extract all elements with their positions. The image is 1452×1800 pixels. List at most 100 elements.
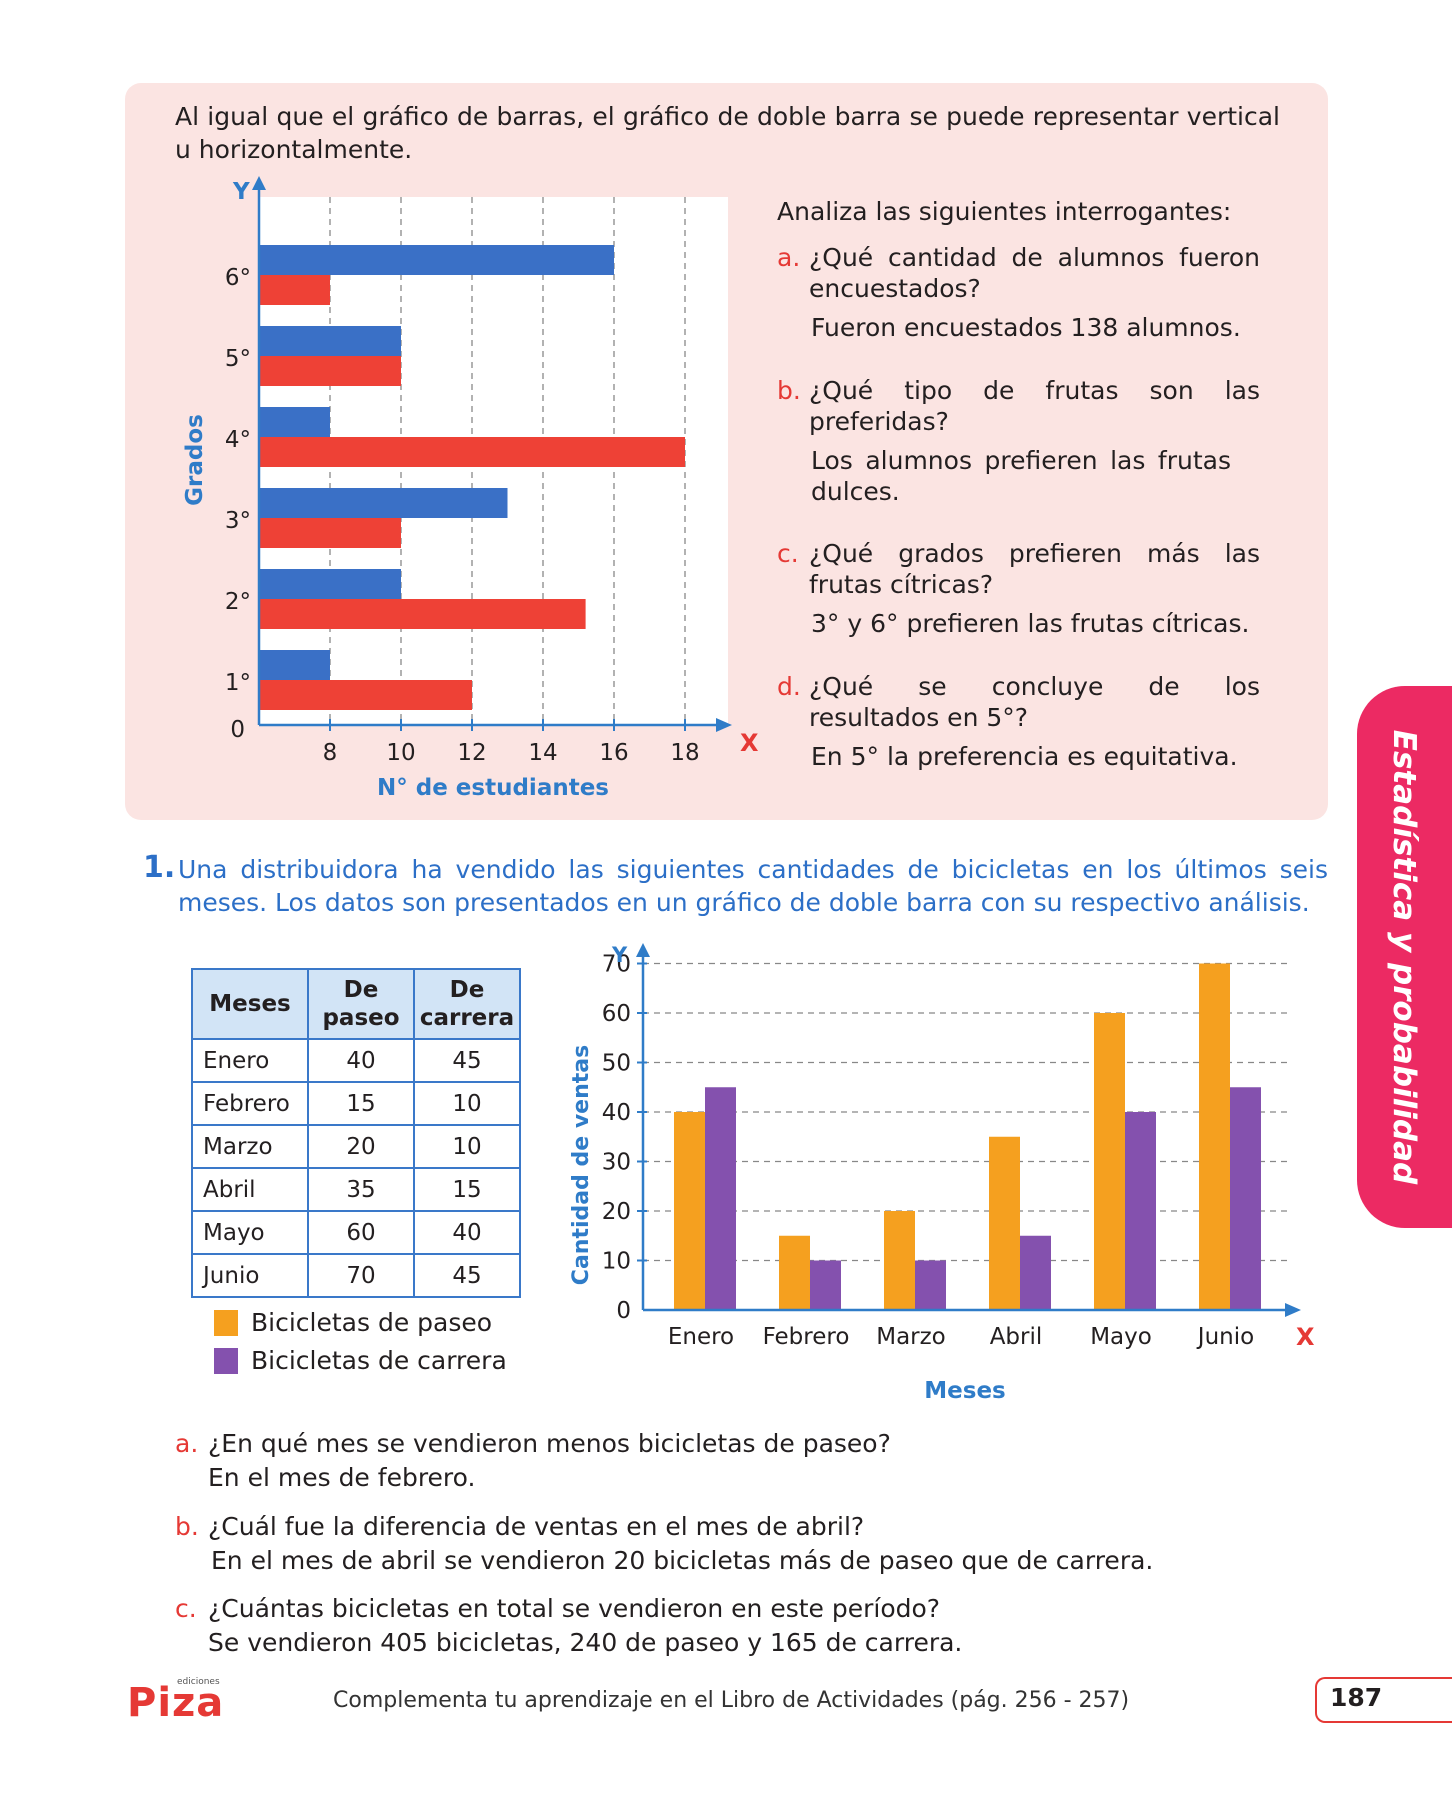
exercise-number: 1.: [143, 850, 176, 885]
y-tick-label: 40: [602, 1100, 631, 1126]
x-tick-label: 16: [599, 740, 628, 766]
y-axis-arrow: [636, 943, 650, 957]
category-label: 4°: [225, 427, 251, 453]
table-cell: Febrero: [191, 1081, 309, 1126]
analysis-question: ¿En qué mes se vendieron menos bicicleta…: [208, 1429, 891, 1458]
table-cell: 60: [307, 1210, 415, 1255]
y-axis-label: Cantidad de ventas: [569, 1045, 594, 1285]
horizontal-bar-chart: 1° 2° 3° 4° 5° 6° 8 10 12 14 16 18 0 Y X N° de estudian…: [182, 176, 759, 801]
category-label: 6°: [225, 265, 251, 291]
table-row: Marzo 20 10: [191, 1124, 521, 1169]
table-cell: Marzo: [191, 1124, 309, 1169]
origin-label: 0: [230, 717, 245, 743]
bar: [674, 1112, 705, 1310]
table-row: Enero 40 45: [191, 1038, 521, 1083]
table-cell: Junio: [191, 1253, 309, 1298]
analysis-letter: b.: [175, 1512, 199, 1541]
analysis-question: ¿Cuántas bicicletas en total se vendiero…: [208, 1594, 941, 1623]
question-b: b. ¿Qué tipo de frutas son las preferidas…: [777, 375, 1260, 507]
question-c: c. ¿Qué grados prefieren más las frutas c…: [777, 538, 1260, 639]
bar: [884, 1211, 915, 1310]
bar: [1094, 1013, 1125, 1310]
x-axis-label: N° de estudiantes: [377, 775, 609, 801]
analysis-a: a. ¿En qué mes se vendieron menos bicicle…: [175, 1427, 1325, 1495]
bar: [1230, 1087, 1261, 1310]
x-tick-label: 18: [670, 740, 699, 766]
bar: [259, 437, 685, 467]
x-axis-letter: X: [740, 729, 759, 757]
legend-label: Bicicletas de paseo: [251, 1308, 493, 1337]
table-header: De carrera: [413, 968, 521, 1040]
analysis-b: b. ¿Cuál fue la diferencia de ventas en e…: [175, 1510, 1325, 1578]
bar: [259, 680, 472, 710]
question-line: resultados en 5°?: [809, 703, 1029, 732]
analysis-answer: En el mes de febrero.: [208, 1463, 476, 1492]
bar: [1199, 963, 1230, 1310]
table-cell: Mayo: [191, 1210, 309, 1255]
question-letter: b.: [777, 376, 801, 405]
question-answer: 3° y 6° prefieren las frutas cítricas.: [811, 609, 1250, 638]
question-line: frutas cítricas?: [809, 570, 994, 599]
bar: [259, 356, 401, 386]
footer-text: Complementa tu aprendizaje en el Libro d…: [333, 1688, 1130, 1713]
page-number: 187: [1330, 1683, 1383, 1712]
question-line: ¿Qué tipo de frutas son las: [809, 376, 1260, 405]
side-tab-label: Estadística y probabilidad: [1386, 729, 1422, 1185]
table-header: Meses: [191, 968, 309, 1040]
y-axis-label: Grados: [182, 414, 208, 506]
analysis-letter: a.: [175, 1429, 199, 1458]
y-tick-label: 60: [602, 1001, 631, 1027]
table-cell: Enero: [191, 1038, 309, 1083]
sales-table: Meses De paseo De carrera Enero 40 45 Febr…: [191, 968, 521, 1298]
bar: [259, 245, 614, 275]
category-label: Mayo: [1090, 1324, 1152, 1350]
question-letter: a.: [777, 243, 801, 272]
legend-item-carrera: Bicicletas de carrera: [214, 1346, 507, 1375]
publisher-logo-sub: ediciones: [177, 1677, 220, 1687]
table-row: Junio 70 45: [191, 1253, 521, 1298]
analysis-question: ¿Cuál fue la diferencia de ventas en el …: [208, 1512, 865, 1541]
y-axis-letter: Y: [232, 179, 250, 205]
category-label: 1°: [225, 670, 251, 696]
question-answer: Fueron encuestados 138 alumnos.: [811, 313, 1241, 342]
analysis-answer: Se vendieron 405 bicicletas, 240 de pase…: [208, 1628, 963, 1657]
y-tick-label: 70: [602, 952, 631, 978]
question-line: encuestados?: [809, 274, 981, 303]
bar: [259, 599, 586, 629]
legend-swatch: [214, 1347, 238, 1374]
legend-swatch: [214, 1309, 238, 1336]
analysis-answer: En el mes de abril se vendieron 20 bicic…: [211, 1546, 1154, 1575]
y-tick-label: 30: [602, 1150, 631, 1176]
question-line: ¿Qué se concluye de los: [809, 672, 1260, 701]
questions-title: Analiza las siguientes interrogantes:: [777, 197, 1232, 226]
category-label: 5°: [225, 346, 251, 372]
y-axis-arrow: [252, 176, 266, 190]
legend-item-paseo: Bicicletas de paseo: [214, 1308, 492, 1337]
bar: [259, 407, 330, 437]
table-cell: 20: [307, 1124, 415, 1169]
question-a: a. ¿Qué cantidad de alumnos fueron encues…: [777, 242, 1260, 343]
analysis-c: c. ¿Cuántas bicicletas en total se vendie…: [175, 1592, 1325, 1660]
category-label: Febrero: [763, 1324, 850, 1350]
x-tick-label: 8: [323, 740, 338, 766]
bar: [810, 1260, 841, 1310]
intro-text: Al igual que el gráfico de barras, el gr…: [175, 102, 1280, 164]
page-number-box: [1315, 1677, 1452, 1723]
table-cell: 70: [307, 1253, 415, 1298]
bar: [259, 326, 401, 356]
category-label: Enero: [668, 1324, 734, 1350]
table-cell: 45: [413, 1038, 521, 1083]
category-label: 3°: [225, 508, 251, 534]
x-tick-label: 12: [457, 740, 486, 766]
question-line: ¿Qué grados prefieren más las: [809, 539, 1260, 568]
category-label: Abril: [990, 1324, 1043, 1350]
x-axis-arrow: [1285, 1303, 1301, 1317]
publisher-logo: Piza: [127, 1680, 225, 1726]
category-label: Marzo: [876, 1324, 946, 1350]
table-row: Febrero 15 10: [191, 1081, 521, 1126]
bar: [1125, 1112, 1156, 1310]
question-line: preferidas?: [809, 407, 949, 436]
bar: [259, 488, 508, 518]
y-tick-label: 50: [602, 1051, 631, 1077]
bar: [915, 1260, 946, 1310]
